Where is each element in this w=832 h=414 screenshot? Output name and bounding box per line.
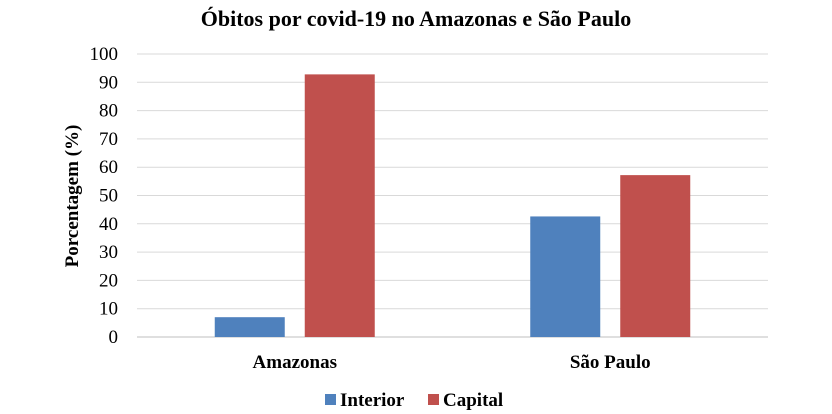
y-tick-label: 30: [99, 242, 118, 263]
bar-capital-1: [304, 74, 375, 337]
legend: Interior Capital: [325, 390, 503, 411]
y-tick-label: 40: [99, 214, 118, 235]
bars: [214, 74, 691, 337]
legend-swatch-interior: [325, 394, 336, 405]
y-tick-label: 80: [99, 101, 118, 122]
y-tick-label: 10: [99, 299, 118, 320]
legend-label-capital: Capital: [443, 390, 503, 411]
x-category-label: Amazonas: [253, 352, 337, 373]
y-axis-label: Porcentagem (%): [62, 125, 83, 268]
y-tick-label: 100: [90, 44, 119, 65]
legend-label-interior: Interior: [340, 390, 405, 411]
gridlines: [137, 53, 768, 338]
y-axis-ticks: 0 10 20 30 40 50 60 70 80 90 100: [90, 44, 119, 348]
bar-interior-2: [530, 216, 601, 337]
y-tick-label: 20: [99, 270, 118, 291]
bar-interior-1: [214, 317, 285, 337]
y-tick-label: 50: [99, 186, 118, 207]
chart-title: Óbitos por covid-19 no Amazonas e São Pa…: [200, 6, 632, 31]
y-tick-label: 0: [109, 327, 119, 348]
x-axis-categories: Amazonas São Paulo: [253, 352, 651, 373]
y-tick-label: 90: [99, 72, 118, 93]
x-category-label: São Paulo: [570, 352, 651, 373]
y-tick-label: 60: [99, 157, 118, 178]
legend-swatch-capital: [428, 394, 439, 405]
y-tick-label: 70: [99, 129, 118, 150]
bar-capital-2: [620, 175, 691, 337]
